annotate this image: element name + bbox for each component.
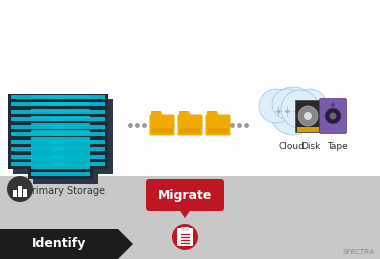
Polygon shape	[207, 111, 219, 117]
Text: SPECTRA: SPECTRA	[343, 249, 375, 255]
Bar	[31, 158, 90, 162]
Bar	[31, 166, 90, 169]
Bar	[51, 110, 105, 113]
Bar	[13, 190, 16, 197]
Bar	[11, 162, 65, 166]
Bar	[31, 109, 90, 112]
FancyBboxPatch shape	[177, 114, 203, 135]
Circle shape	[259, 89, 293, 123]
Polygon shape	[178, 208, 192, 218]
Text: Primary Storage: Primary Storage	[25, 186, 104, 196]
Bar	[11, 102, 65, 106]
Text: Migrate: Migrate	[158, 189, 212, 202]
Bar	[53, 99, 113, 174]
Circle shape	[172, 224, 198, 250]
Bar	[0, 176, 380, 259]
Circle shape	[281, 90, 319, 128]
Bar	[51, 117, 105, 121]
FancyBboxPatch shape	[177, 228, 193, 246]
Bar	[33, 99, 98, 184]
Bar	[11, 132, 65, 136]
FancyBboxPatch shape	[149, 114, 174, 135]
Bar	[31, 102, 90, 105]
Bar	[11, 95, 65, 98]
Bar	[0, 229, 118, 259]
Bar	[295, 100, 321, 132]
Bar	[31, 116, 90, 119]
Bar	[180, 128, 200, 133]
FancyBboxPatch shape	[206, 114, 231, 135]
Bar	[51, 155, 105, 159]
Bar	[11, 147, 65, 151]
Bar	[23, 189, 27, 197]
Bar	[31, 123, 90, 126]
Circle shape	[298, 106, 318, 126]
Polygon shape	[118, 229, 133, 259]
Bar	[18, 186, 22, 197]
Circle shape	[293, 89, 327, 123]
Circle shape	[325, 108, 341, 124]
Bar	[181, 227, 189, 231]
Text: Disk: Disk	[301, 142, 321, 151]
Bar	[11, 110, 65, 113]
Bar	[11, 117, 65, 121]
Bar	[31, 172, 90, 176]
Polygon shape	[151, 111, 163, 117]
Bar	[51, 162, 105, 166]
Text: Identify: Identify	[32, 238, 86, 250]
Bar	[51, 132, 105, 136]
Bar	[11, 155, 65, 159]
Bar	[31, 130, 90, 133]
Bar	[208, 128, 228, 133]
Bar	[11, 140, 65, 143]
Bar	[51, 140, 105, 143]
Bar	[48, 94, 108, 169]
FancyBboxPatch shape	[320, 98, 347, 133]
Bar	[11, 125, 65, 128]
Circle shape	[331, 103, 335, 107]
Bar	[28, 94, 93, 179]
Bar	[31, 144, 90, 148]
Circle shape	[304, 112, 312, 120]
Bar	[31, 137, 90, 141]
Circle shape	[269, 87, 317, 135]
Bar	[51, 125, 105, 128]
Bar	[31, 151, 90, 155]
Bar	[51, 102, 105, 106]
Bar	[152, 128, 172, 133]
Text: Tape: Tape	[327, 142, 347, 151]
Circle shape	[272, 89, 302, 119]
Bar	[31, 95, 90, 98]
Circle shape	[329, 112, 337, 119]
Circle shape	[7, 176, 33, 202]
Bar	[51, 147, 105, 151]
Bar	[297, 127, 319, 132]
Text: Cloud: Cloud	[278, 142, 304, 151]
FancyBboxPatch shape	[146, 179, 224, 211]
Bar	[51, 95, 105, 98]
Bar	[13, 99, 73, 174]
Polygon shape	[179, 111, 191, 117]
Bar	[8, 94, 68, 169]
